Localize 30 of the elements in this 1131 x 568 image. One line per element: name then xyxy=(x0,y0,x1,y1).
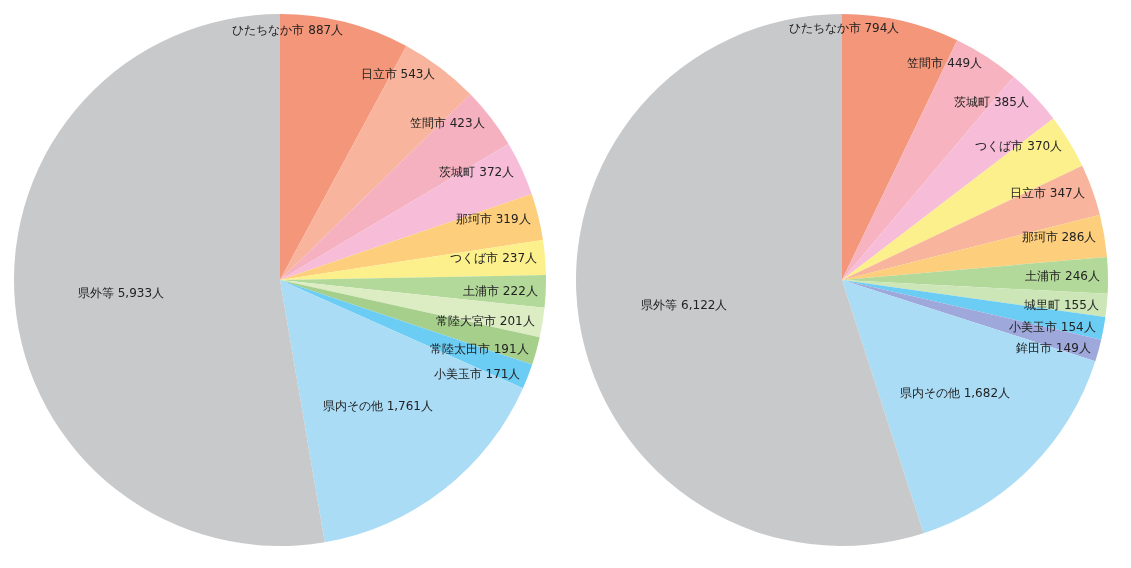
pie-slice xyxy=(842,165,1100,280)
slice-label: 城里町 155人 xyxy=(1023,297,1099,312)
slice-label: 笠間市 449人 xyxy=(907,56,983,71)
slice-label: ひたちなか市 794人 xyxy=(788,21,900,36)
pie-slice xyxy=(280,239,546,280)
slice-label: 那珂市 319人 xyxy=(455,211,531,226)
slice-label: 県内その他 1,682人 xyxy=(899,385,1011,400)
slice-label: 常陸太田市 191人 xyxy=(429,341,529,356)
pie-slice xyxy=(842,214,1107,280)
slice-label: 県外等 5,933人 xyxy=(77,286,165,301)
slice-label: 小美玉市 171人 xyxy=(433,366,521,381)
slice-label: 那珂市 286人 xyxy=(1021,230,1097,245)
slice-label: 日立市 543人 xyxy=(360,67,436,82)
slice-label: 笠間市 423人 xyxy=(409,115,485,130)
slice-label: つくば市 237人 xyxy=(450,251,538,266)
slice-label: 県内その他 1,761人 xyxy=(322,399,433,414)
slice-label: つくば市 370人 xyxy=(975,138,1063,153)
slice-label: 茨城町 385人 xyxy=(954,95,1029,110)
slice-label: 常陸大宮市 201人 xyxy=(435,314,535,329)
pie-slice xyxy=(280,194,543,280)
slice-label: 小美玉市 154人 xyxy=(1008,319,1096,334)
slice-label: 鉾田市 149人 xyxy=(1016,341,1091,356)
slice-label: 日立市 347人 xyxy=(1010,185,1085,200)
slice-label: 土浦市 246人 xyxy=(1025,268,1100,283)
pie-slice xyxy=(280,280,545,338)
slice-label: ひたちなか市 887人 xyxy=(232,22,344,37)
slice-label: 土浦市 222人 xyxy=(463,284,538,299)
slice-label: 茨城町 372人 xyxy=(439,164,515,179)
slice-label: 県外等 6,122人 xyxy=(641,297,728,312)
pie-slice xyxy=(842,280,1106,340)
